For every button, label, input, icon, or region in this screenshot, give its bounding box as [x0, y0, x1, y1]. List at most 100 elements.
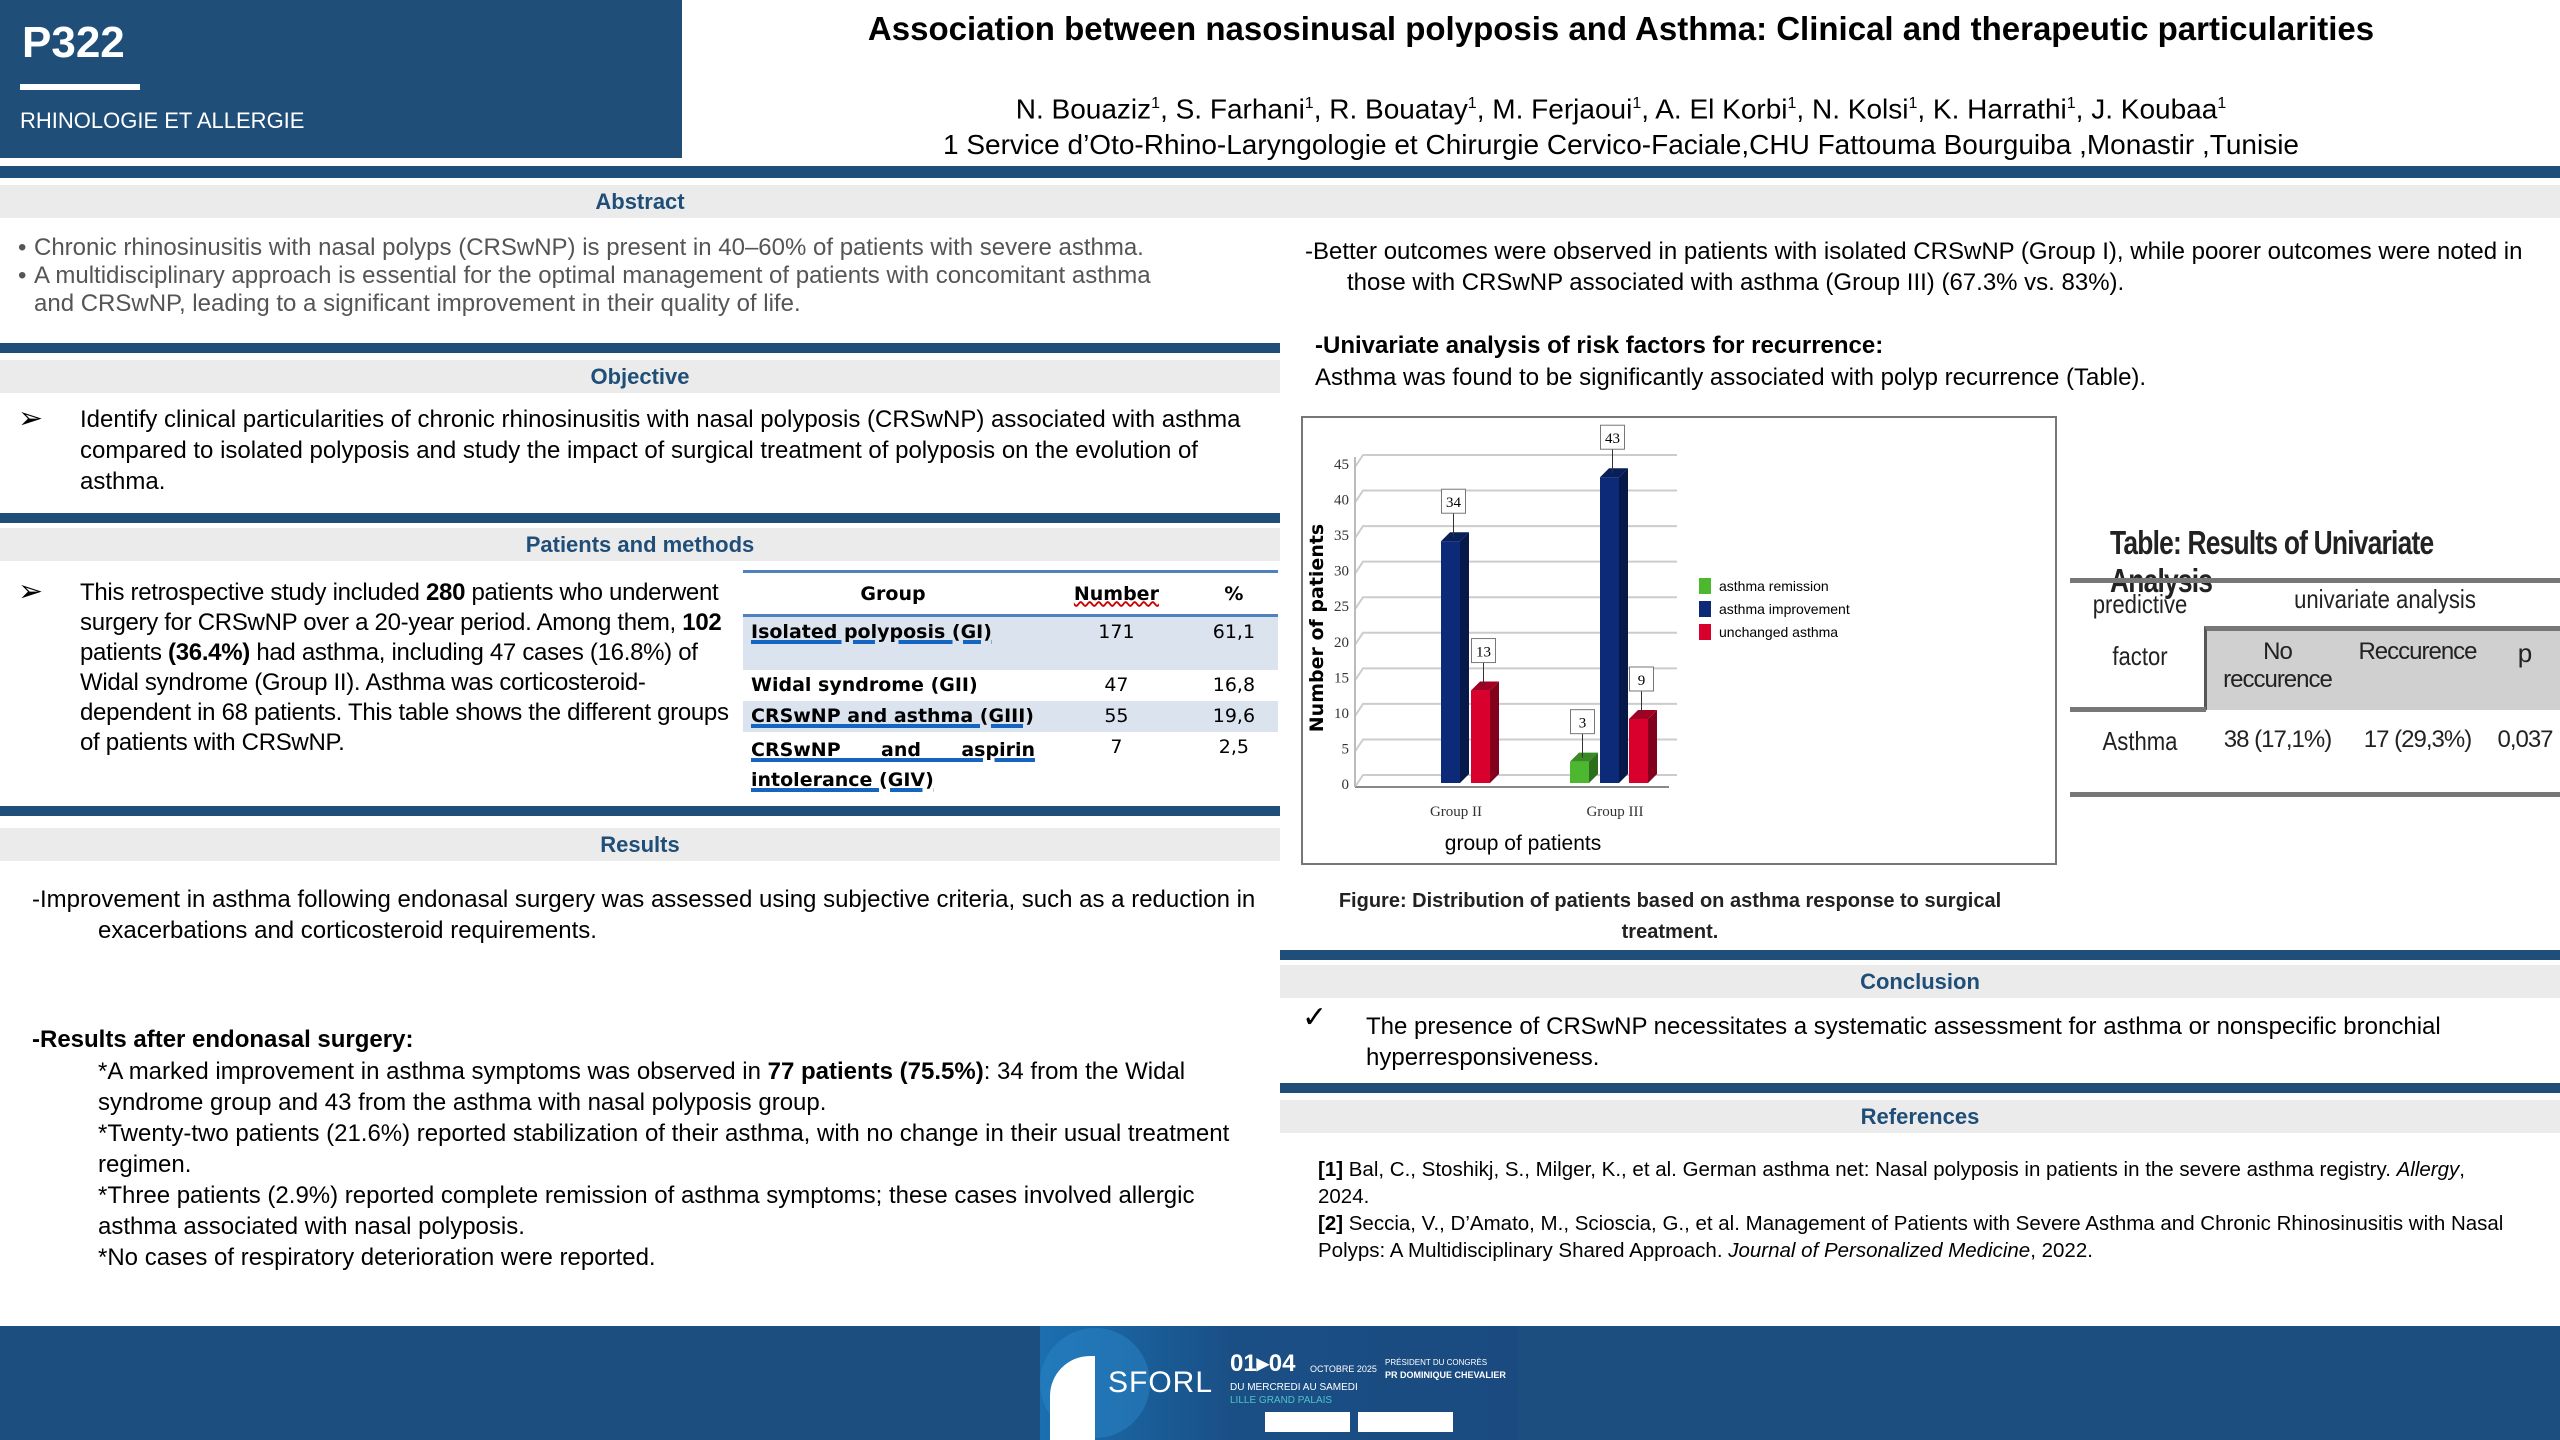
data-label-box — [1600, 424, 1625, 450]
table-header: Group Number% — [743, 570, 1278, 617]
bar-asthma-remission — [1570, 761, 1589, 783]
bar-chart: 0 5 10 15 20 25 30 35 40 45 34 13 Group II 3 43 9 Group … — [1301, 416, 2057, 865]
arrow-icon: ➢ — [18, 402, 44, 435]
cell: CRSwNP and aspirin intolerance (GIV) — [751, 738, 1035, 791]
conclusion-heading: Conclusion — [1280, 965, 2560, 998]
gridline — [1354, 454, 1677, 468]
cell: 55 — [1104, 704, 1129, 727]
bar-side — [1589, 752, 1598, 783]
bar-asthma-improvement — [1441, 541, 1460, 783]
gridline — [1354, 631, 1677, 646]
cell: Widal syndrome (GII) — [751, 673, 978, 696]
objective-text: Identify clinical particularities of chr… — [80, 406, 1241, 495]
group-header: univariate analysis — [2294, 584, 2476, 614]
data-label: 43 — [1605, 431, 1620, 447]
bar-side — [1648, 710, 1657, 783]
result-item: *A marked improvement in asthma symptoms… — [98, 1056, 1248, 1118]
abstract-item: • A multidisciplinary approach is essenti… — [0, 262, 1280, 318]
reference-item: [1] Bal, C., Stoshikj, S., Milger, K., e… — [1318, 1156, 2518, 1210]
objective-heading: Objective — [0, 360, 1280, 393]
legend-label: asthma improvement — [1719, 601, 1850, 617]
affil-mark: 1 — [1151, 95, 1161, 112]
author-list: N. Bouaziz1, S. Farhani1, R. Bouatay1, M… — [1015, 93, 2227, 125]
x-axis-title: group of patients — [1445, 832, 1601, 855]
outcomes-text: -Better outcomes were observed in patien… — [1305, 238, 2523, 296]
text: had asthma, including 47 cases (16.8%) o… — [80, 639, 729, 756]
data-label-box — [1471, 638, 1496, 664]
author: R. Bouatay — [1329, 93, 1468, 125]
results-intro: -Improvement in asthma following endonas… — [32, 886, 1256, 944]
legend-label: unchanged asthma — [1719, 624, 1838, 640]
y-tick-label: 5 — [1342, 741, 1350, 757]
text: Seccia, V., D’Amato, M., Scioscia, G., e… — [1318, 1212, 2504, 1262]
cell: 19,6 — [1212, 704, 1256, 727]
cell: Isolated polyposis (GI) — [751, 621, 992, 643]
col-header: Group — [743, 570, 1043, 617]
gridline — [1354, 596, 1677, 610]
section-divider — [1280, 950, 2560, 960]
bar-unchanged-asthma — [1629, 719, 1648, 783]
bar-side — [1490, 681, 1499, 783]
abstract-item: • Chronic rhinosinusitis with nasal polyp… — [0, 234, 1280, 262]
author: N. Bouaziz — [1015, 93, 1152, 125]
arrow-icon: ➢ — [18, 575, 44, 608]
cell: 2,5 — [1218, 735, 1250, 758]
section-divider — [0, 513, 1280, 523]
text: : 34 from the Widal syndrome group and 4… — [98, 1058, 1186, 1116]
text: 280 — [425, 579, 466, 606]
abstract-list: • Chronic rhinosinusitis with nasal polyp… — [0, 234, 1280, 318]
col-header: No reccurence — [2223, 638, 2333, 693]
table-row: Isolated polyposis (GI) 171 61,1 — [743, 615, 1278, 670]
author: N. Kolsi — [1811, 93, 1909, 125]
banner-dates: 01▸04 — [1230, 1350, 1296, 1377]
bullet: • — [18, 234, 27, 261]
conclusion-text: The presence of CRSwNP necessitates a sy… — [1366, 1013, 2441, 1071]
cell: 16,8 — [1212, 673, 1256, 696]
gridline — [1354, 738, 1677, 752]
section-divider — [0, 166, 2560, 178]
legend-label: asthma remission — [1719, 578, 1829, 594]
affil-mark: 1 — [2066, 95, 2076, 112]
y-tick-label: 30 — [1334, 564, 1349, 580]
authors: N. Bouaziz1, S. Farhani1, R. Bouatay1, M… — [682, 86, 2560, 163]
text: This retrospective study included — [80, 579, 426, 606]
data-label-box — [1441, 488, 1466, 514]
abstract-text: Chronic rhinosinusitis with nasal polyps… — [34, 234, 1144, 261]
gridline — [1354, 560, 1677, 575]
x-tick-label: Group II — [1430, 804, 1482, 820]
bar-side — [1460, 532, 1469, 783]
journal: Journal of Personalized Medicine — [1728, 1239, 2031, 1262]
results-heading: Results — [0, 828, 1280, 861]
bullet: • — [18, 262, 27, 289]
data-label: 3 — [1579, 716, 1587, 732]
data-label: 34 — [1446, 495, 1462, 511]
banner-president: PR DOMINIQUE CHEVALIER — [1385, 1370, 1506, 1380]
poster-code: P322 — [22, 18, 125, 67]
groups-table: Group Number% Isolated polyposis (GI) 171 6… — [743, 570, 1278, 798]
table-row: CRSwNP and aspirin intolerance (GIV) 7 2,5 — [743, 732, 1278, 798]
cell: 0,037 — [2497, 726, 2553, 753]
x-tick-label: Group III — [1586, 804, 1643, 820]
univariate-heading: -Univariate analysis of risk factors for… — [1315, 332, 1884, 359]
poster-category: RHINOLOGIE ET ALLERGIE — [20, 108, 305, 133]
affiliation: 1 Service d’Oto-Rhino-Laryngologie et Ch… — [943, 129, 2299, 161]
text: 102 — [682, 609, 722, 636]
bar-top — [1600, 468, 1628, 478]
affil-mark: 1 — [1908, 95, 1918, 112]
affil-mark: 1 — [2217, 95, 2227, 112]
bar-top — [1629, 710, 1657, 719]
cell: 171 — [1098, 621, 1135, 643]
text: Bal, C., Stoshikj, S., Milger, K., et al… — [1343, 1158, 2397, 1181]
cell: 38 (17,1%) — [2223, 726, 2332, 753]
abstract-heading: Abstract — [595, 189, 685, 214]
cell: 47 — [1104, 673, 1129, 696]
y-tick-label: 0 — [1342, 777, 1350, 793]
bar-unchanged-asthma — [1471, 690, 1490, 783]
y-axis-title: Number of patients — [1306, 524, 1328, 732]
result-item: *No cases of respiratory deterioration w… — [98, 1244, 656, 1271]
references-heading: References — [1280, 1100, 2560, 1133]
cell: 61,1 — [1212, 621, 1256, 643]
col-header: predictive factor — [2092, 589, 2188, 671]
abstract-text: A multidisciplinary approach is essentia… — [34, 262, 1151, 317]
section-divider — [1280, 1083, 2560, 1093]
